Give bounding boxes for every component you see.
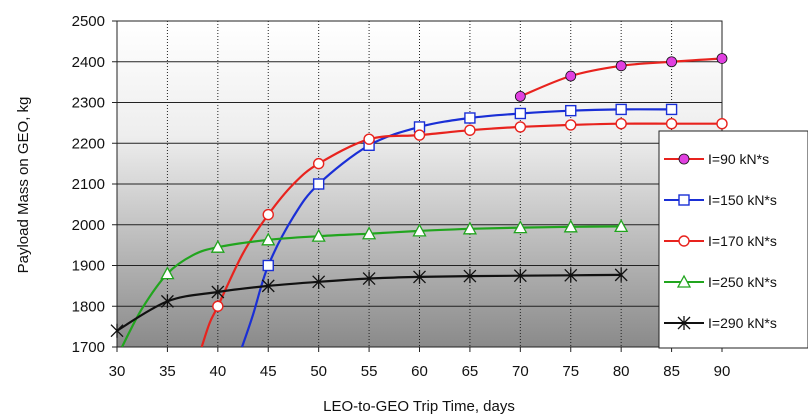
data-point	[564, 268, 578, 283]
data-point	[361, 226, 377, 240]
data-point	[565, 104, 577, 117]
data-point	[513, 220, 528, 234]
legend-item: I=150 kN*s	[664, 192, 777, 208]
data-point	[565, 70, 577, 82]
x-tick-label: 55	[361, 363, 378, 380]
data-point	[716, 53, 728, 64]
y-tick-label: 1700	[72, 339, 105, 356]
data-point	[412, 223, 427, 237]
data-point	[261, 232, 276, 246]
data-point	[463, 269, 477, 284]
y-axis-label: Payload Mass on GEO, kg	[15, 97, 32, 274]
x-tick-label: 75	[562, 363, 579, 380]
legend-label: I=90 kN*s	[708, 151, 769, 167]
data-point	[464, 112, 476, 124]
x-tick-label: 80	[613, 363, 630, 380]
y-axis-ticks: 1700 1800 1900 2000 2100 2200 2300 2400 2500	[72, 13, 117, 356]
data-point	[614, 267, 628, 282]
y-tick-label: 2200	[72, 135, 105, 152]
data-point	[160, 294, 174, 309]
data-point	[212, 300, 224, 312]
x-tick-label: 40	[209, 363, 226, 380]
data-point	[513, 268, 527, 283]
x-tick-label: 90	[714, 363, 731, 380]
data-point	[563, 219, 578, 233]
x-tick-label: 45	[260, 363, 277, 380]
legend-item: I=170 kN*s	[664, 233, 777, 249]
legend-label: I=290 kN*s	[708, 315, 777, 331]
y-tick-label: 2400	[72, 54, 105, 71]
x-tick-label: 85	[663, 363, 680, 380]
legend-marker	[677, 316, 691, 330]
data-point	[716, 117, 728, 130]
data-point	[462, 221, 478, 235]
data-point	[312, 178, 325, 190]
data-point	[514, 121, 527, 133]
x-axis-label: LEO-to-GEO Trip Time, days	[323, 398, 515, 415]
legend: I=90 kN*s I=150 kN*s I=170 kN*s I=250 kN*s I…	[658, 130, 808, 349]
legend-marker	[678, 153, 690, 165]
markers-layer	[110, 53, 728, 338]
data-point	[362, 271, 376, 286]
y-tick-label: 2500	[72, 13, 105, 30]
x-axis-ticks: 30 35 40 45 50 55 60 65 70 75 80 85 90	[109, 347, 731, 380]
data-point	[514, 107, 527, 120]
data-point	[565, 119, 577, 131]
data-point	[413, 129, 426, 141]
x-tick-label: 70	[512, 363, 529, 380]
data-point	[615, 60, 627, 72]
x-tick-label: 50	[310, 363, 327, 380]
data-point	[665, 117, 678, 130]
data-point	[413, 269, 426, 284]
data-point	[262, 259, 274, 272]
data-point	[464, 124, 476, 136]
data-point	[363, 133, 375, 145]
y-tick-label: 2100	[72, 176, 105, 193]
data-point	[615, 103, 627, 116]
legend-item: I=290 kN*s	[664, 315, 777, 331]
data-point	[211, 284, 225, 299]
data-point	[312, 157, 325, 170]
y-tick-label: 1900	[72, 258, 105, 275]
y-tick-label: 2000	[72, 217, 105, 234]
legend-label: I=170 kN*s	[708, 233, 777, 249]
data-point	[160, 266, 175, 280]
x-tick-label: 35	[159, 363, 176, 380]
data-point	[514, 90, 526, 102]
data-point	[261, 278, 275, 293]
data-point	[615, 117, 627, 130]
data-point	[665, 103, 678, 116]
legend-marker	[676, 274, 692, 288]
data-point	[210, 239, 225, 253]
y-tick-label: 1800	[72, 298, 105, 315]
legend-label: I=150 kN*s	[708, 192, 777, 208]
legend-label: I=250 kN*s	[708, 274, 777, 290]
data-point	[311, 228, 326, 242]
y-tick-label: 2300	[72, 95, 105, 112]
data-point	[312, 274, 326, 289]
x-tick-label: 65	[462, 363, 479, 380]
data-point	[666, 56, 677, 68]
data-point	[110, 323, 124, 338]
legend-item: I=250 kN*s	[664, 274, 777, 290]
x-tick-label: 30	[109, 363, 126, 380]
data-point	[262, 208, 274, 221]
legend-marker	[678, 235, 690, 247]
legend-item: I=90 kN*s	[664, 151, 769, 167]
x-tick-label: 60	[411, 363, 428, 380]
legend-marker	[678, 194, 690, 206]
data-point	[614, 219, 629, 233]
